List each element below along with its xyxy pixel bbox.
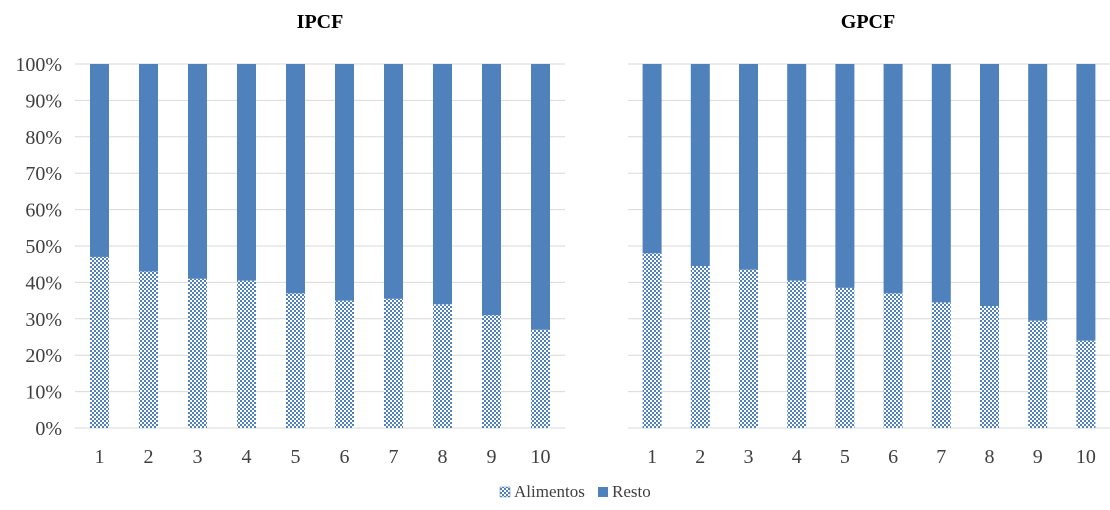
bar-gpcf-resto-8 bbox=[980, 64, 999, 306]
bar-gpcf-resto-6 bbox=[884, 64, 903, 293]
x-tick-label: 3 bbox=[193, 446, 203, 468]
x-tick-label: 9 bbox=[1033, 446, 1043, 468]
bar-ipcf-resto-6 bbox=[335, 64, 354, 301]
x-tick-label: 3 bbox=[744, 446, 754, 468]
x-tick-label: 7 bbox=[936, 446, 946, 468]
bar-gpcf-alimentos-1 bbox=[643, 253, 662, 428]
x-tick-label: 5 bbox=[840, 446, 850, 468]
bar-gpcf-resto-10 bbox=[1076, 64, 1095, 341]
x-tick-label: 1 bbox=[95, 446, 105, 468]
legend-swatch-alimentos bbox=[500, 487, 510, 497]
bar-gpcf-alimentos-6 bbox=[884, 293, 903, 428]
x-tick-label: 6 bbox=[340, 446, 350, 468]
bar-gpcf-alimentos-2 bbox=[691, 266, 710, 428]
y-tick-label: 100% bbox=[15, 54, 62, 76]
bar-ipcf-alimentos-7 bbox=[384, 299, 403, 428]
bar-ipcf-alimentos-2 bbox=[139, 271, 158, 428]
bar-gpcf-alimentos-4 bbox=[787, 281, 806, 428]
bar-ipcf-resto-10 bbox=[531, 64, 550, 330]
bar-ipcf-resto-7 bbox=[384, 64, 403, 299]
bar-ipcf-resto-2 bbox=[139, 64, 158, 271]
x-tick-label: 2 bbox=[144, 446, 154, 468]
x-tick-label: 6 bbox=[888, 446, 898, 468]
y-tick-label: 90% bbox=[25, 90, 62, 112]
x-tick-label: 4 bbox=[242, 446, 252, 468]
bar-ipcf-alimentos-3 bbox=[188, 279, 207, 428]
y-tick-label: 10% bbox=[25, 382, 62, 404]
bar-gpcf-resto-4 bbox=[787, 64, 806, 281]
bar-ipcf-resto-3 bbox=[188, 64, 207, 279]
x-tick-label: 8 bbox=[438, 446, 448, 468]
legend-label-resto: Resto bbox=[612, 482, 651, 501]
bar-ipcf-alimentos-8 bbox=[433, 304, 452, 428]
x-tick-label: 2 bbox=[695, 446, 705, 468]
bar-gpcf-resto-1 bbox=[643, 64, 662, 253]
y-tick-label: 80% bbox=[25, 127, 62, 149]
bar-gpcf-resto-3 bbox=[739, 64, 758, 270]
y-tick-label: 40% bbox=[25, 272, 62, 294]
x-tick-label: 7 bbox=[389, 446, 399, 468]
x-tick-label: 9 bbox=[487, 446, 497, 468]
chart-gpcf: GPCF 1 2 3 4 5 6 7 8 9 10 bbox=[628, 11, 1110, 468]
bar-ipcf-resto-5 bbox=[286, 64, 305, 293]
bar-ipcf-alimentos-6 bbox=[335, 301, 354, 428]
bar-gpcf-alimentos-8 bbox=[980, 306, 999, 428]
x-tick-label: 8 bbox=[985, 446, 995, 468]
bar-ipcf-alimentos-4 bbox=[237, 281, 256, 428]
bar-ipcf-alimentos-5 bbox=[286, 293, 305, 428]
bar-gpcf-alimentos-7 bbox=[932, 302, 951, 428]
chart-title-ipcf: IPCF bbox=[297, 11, 344, 33]
bar-gpcf-resto-7 bbox=[932, 64, 951, 302]
x-tick-label: 1 bbox=[647, 446, 657, 468]
bar-gpcf-resto-2 bbox=[691, 64, 710, 266]
x-tick-label: 10 bbox=[531, 446, 551, 468]
bar-ipcf-resto-9 bbox=[482, 64, 501, 315]
x-tick-label: 4 bbox=[792, 446, 802, 468]
legend-label-alimentos: Alimentos bbox=[514, 482, 585, 501]
y-tick-label: 0% bbox=[35, 418, 62, 440]
legend-swatch-resto bbox=[598, 487, 608, 497]
legend: Alimentos Resto bbox=[500, 482, 651, 501]
bar-gpcf-alimentos-10 bbox=[1076, 341, 1095, 428]
bar-gpcf-alimentos-3 bbox=[739, 270, 758, 428]
bar-ipcf-alimentos-10 bbox=[531, 330, 550, 428]
y-tick-label: 60% bbox=[25, 200, 62, 222]
chart-ipcf: IPCF 0% 10% 20% 30% 40% 50% 60% 70% 80% 90% 100% 1 2… bbox=[15, 11, 565, 468]
bar-ipcf-alimentos-9 bbox=[482, 315, 501, 428]
bar-ipcf-alimentos-1 bbox=[90, 257, 109, 428]
bar-ipcf-resto-4 bbox=[237, 64, 256, 281]
bar-ipcf-resto-1 bbox=[90, 64, 109, 257]
y-tick-label: 20% bbox=[25, 345, 62, 367]
bar-gpcf-resto-9 bbox=[1028, 64, 1047, 321]
bar-gpcf-resto-5 bbox=[835, 64, 854, 288]
bar-ipcf-resto-8 bbox=[433, 64, 452, 304]
bar-gpcf-alimentos-9 bbox=[1028, 321, 1047, 428]
x-tick-label: 5 bbox=[291, 446, 301, 468]
bar-gpcf-alimentos-5 bbox=[835, 288, 854, 428]
chart-title-gpcf: GPCF bbox=[841, 11, 895, 33]
x-tick-label: 10 bbox=[1076, 446, 1096, 468]
y-tick-label: 50% bbox=[25, 236, 62, 258]
y-tick-label: 30% bbox=[25, 309, 62, 331]
y-tick-label: 70% bbox=[25, 163, 62, 185]
